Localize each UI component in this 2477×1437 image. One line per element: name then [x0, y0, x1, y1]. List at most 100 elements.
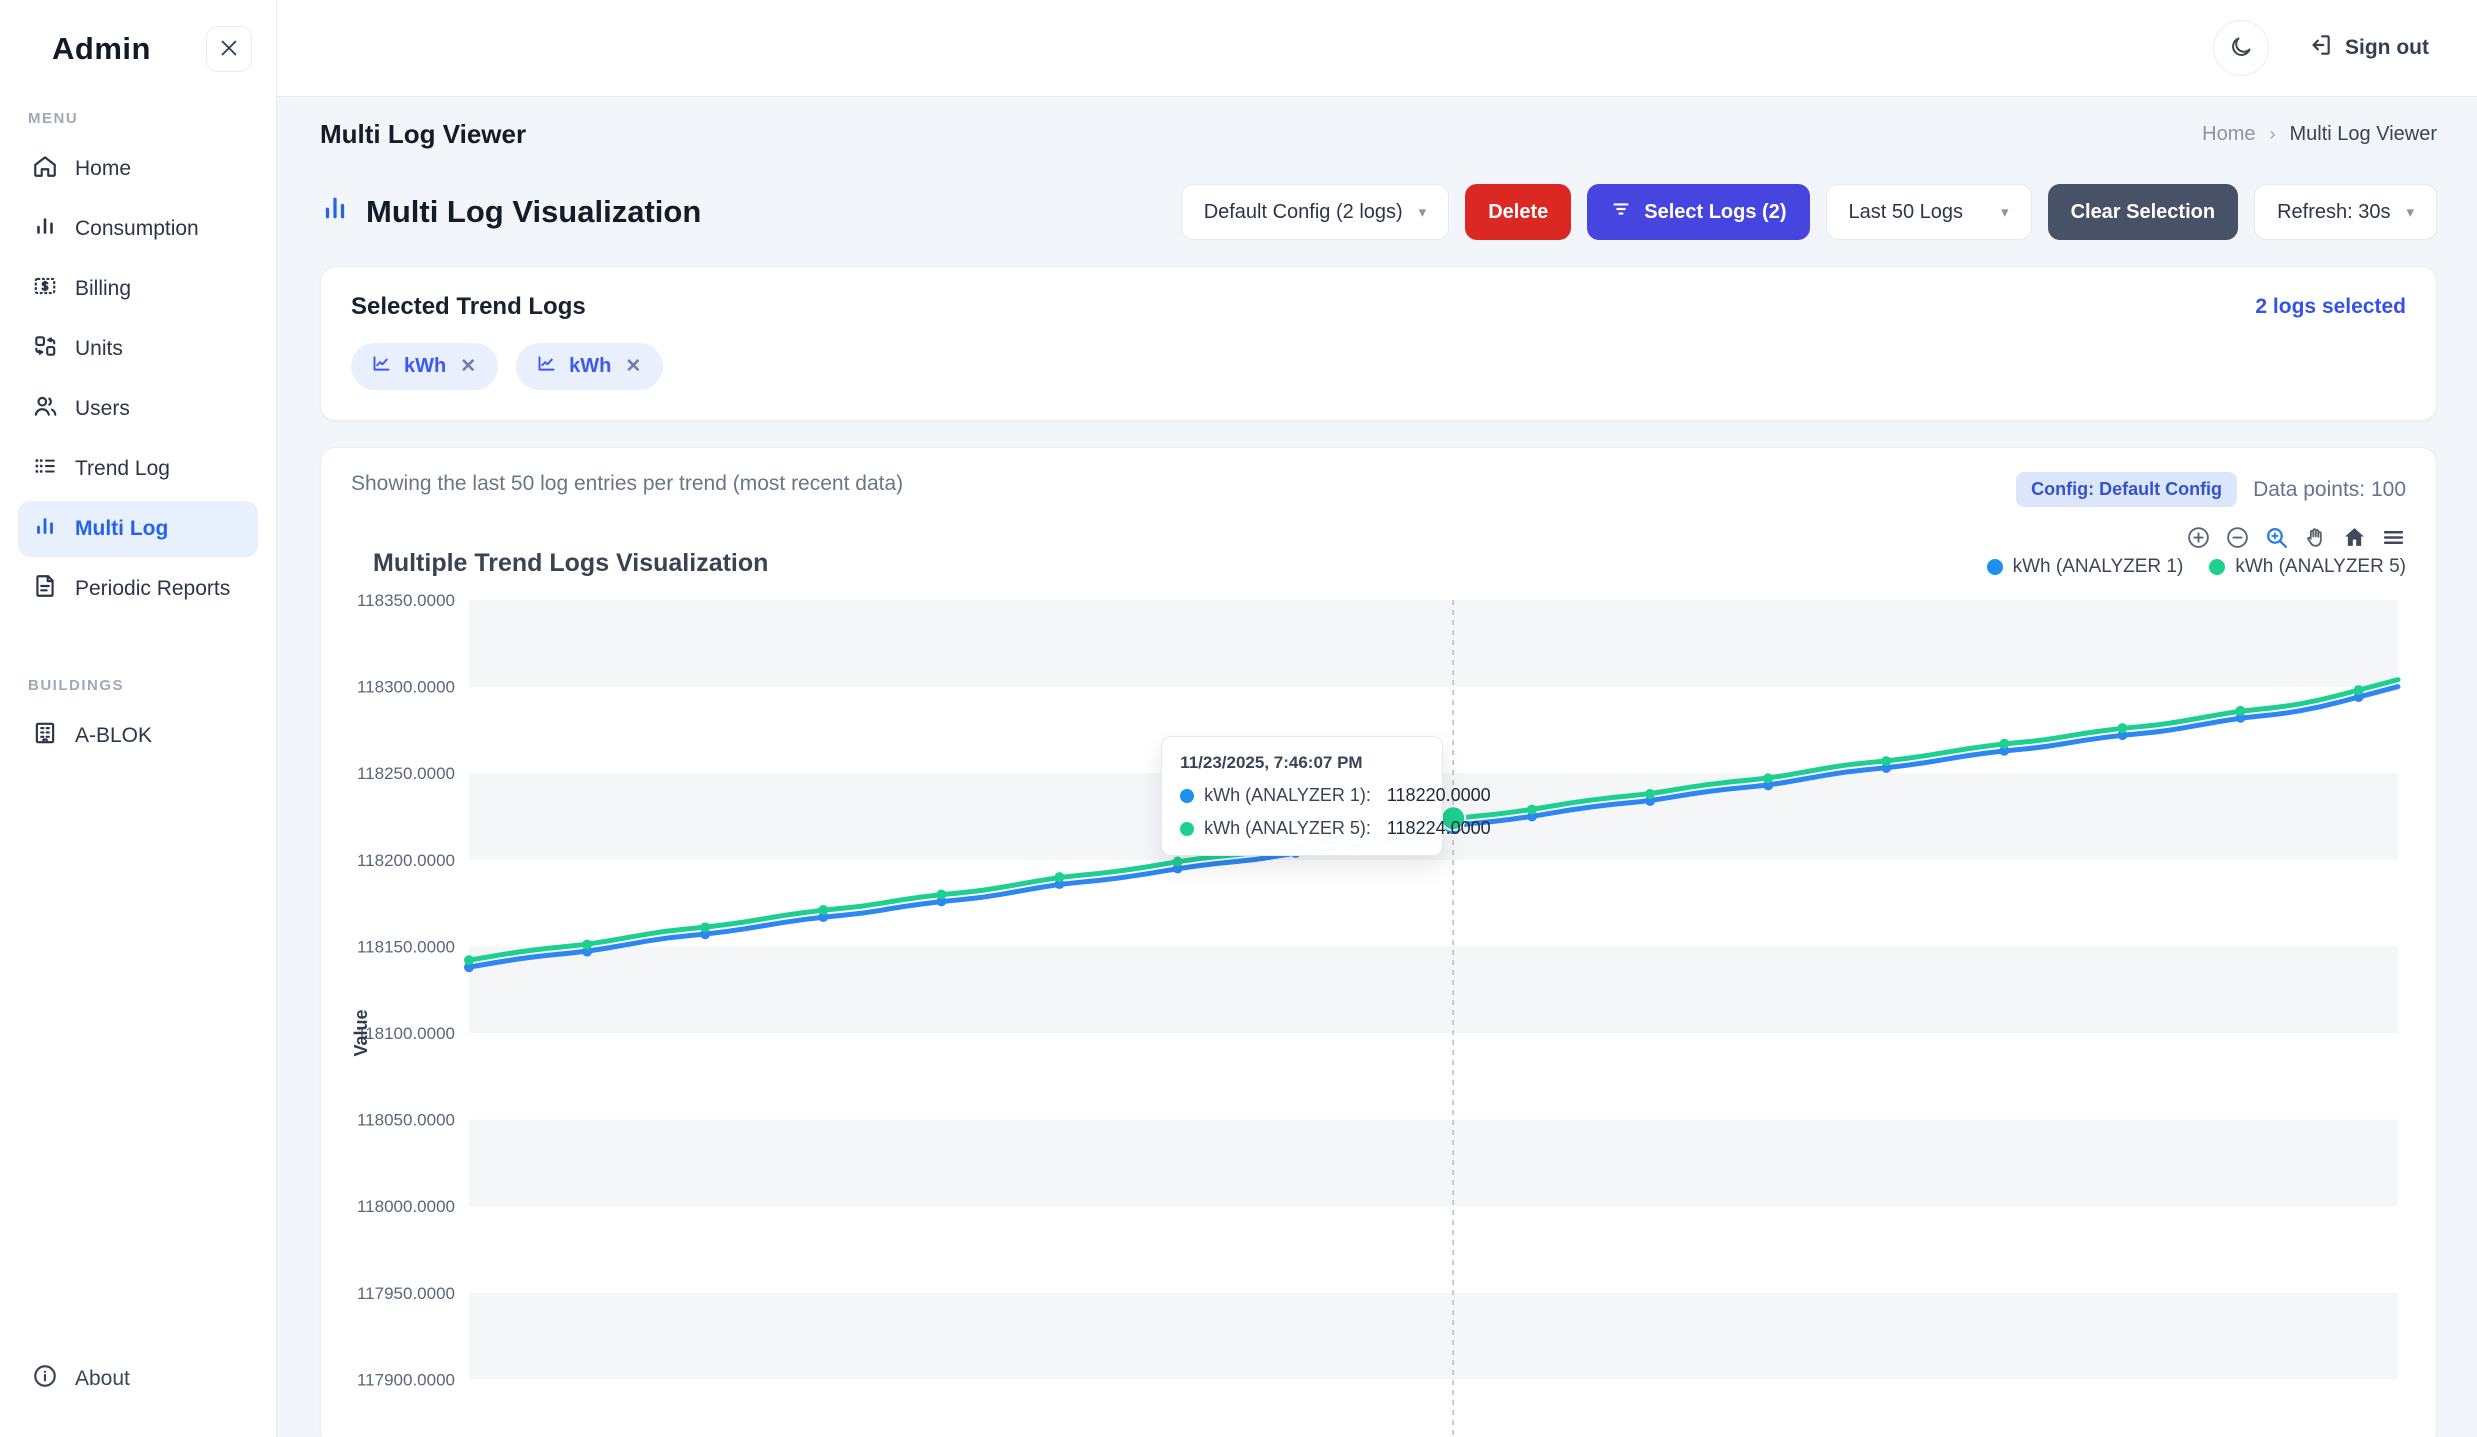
units-icon [32, 333, 58, 365]
clear-selection-button[interactable]: Clear Selection [2047, 184, 2239, 240]
sidebar-close-button[interactable] [206, 26, 252, 72]
svg-text:118350.0000: 118350.0000 [357, 591, 455, 610]
selected-logs-title: Selected Trend Logs [351, 293, 586, 320]
legend-item-analyzer5[interactable]: kWh (ANALYZER 5) [2209, 556, 2406, 578]
home-icon [32, 153, 58, 185]
chart-subtitle: Showing the last 50 log entries per tren… [351, 472, 904, 495]
chevron-down-icon: ▾ [2406, 204, 2414, 221]
sidebar-item-units[interactable]: Units [18, 321, 258, 377]
trend-log-chip[interactable]: kWh ✕ [351, 343, 499, 390]
tooltip-dot-green [1180, 821, 1195, 836]
sidebar-item-a-blok[interactable]: A-BLOK [18, 708, 258, 764]
tooltip-series2-value: 118224.0000 [1386, 818, 1491, 838]
box-zoom-icon[interactable] [2264, 525, 2289, 550]
legend-dot-blue [1986, 559, 2003, 575]
breadcrumb: Home › Multi Log Viewer [2202, 123, 2437, 146]
breadcrumb-home[interactable]: Home [2202, 123, 2256, 145]
svg-text:Value: Value [351, 1009, 371, 1056]
billing-icon [32, 273, 58, 305]
sidebar-item-trend-log[interactable]: Trend Log [18, 441, 258, 497]
tooltip-dot-blue [1180, 788, 1195, 803]
sidebar-item-label: Trend Log [75, 457, 170, 480]
last-logs-label: Last 50 Logs [1848, 200, 1964, 223]
chart-canvas[interactable]: 118350.0000 118300.0000 118250.0000 118200.… [351, 586, 2408, 1437]
sidebar-item-label: Consumption [75, 217, 199, 240]
menu-icon[interactable] [2381, 525, 2406, 550]
moon-icon [2229, 35, 2253, 62]
pan-icon[interactable] [2303, 525, 2328, 550]
breadcrumb-current: Multi Log Viewer [2289, 123, 2437, 145]
section-title-label: Multi Log Visualization [366, 194, 702, 229]
top-header: Sign out [277, 0, 2477, 97]
sidebar-item-about[interactable]: About [18, 1351, 258, 1407]
app-title: Admin [52, 31, 151, 66]
tooltip-series1-value: 118220.0000 [1386, 785, 1491, 805]
sign-out-button[interactable]: Sign out [2307, 32, 2429, 64]
svg-text:117950.0000: 117950.0000 [357, 1284, 455, 1303]
svg-text:118150.0000: 118150.0000 [357, 937, 455, 956]
chip-remove-icon[interactable]: ✕ [625, 356, 642, 377]
reset-home-icon[interactable] [2342, 525, 2367, 550]
bar-chart-icon [32, 213, 58, 245]
sidebar-item-label: Home [75, 157, 132, 180]
sidebar-item-consumption[interactable]: Consumption [18, 201, 258, 257]
line-chart-icon [536, 353, 557, 380]
refresh-label: Refresh: 30s [2277, 200, 2391, 223]
chart-tooltip: 11/23/2025, 7:46:07 PM kWh (ANALYZER 1):… [1161, 736, 1491, 856]
sidebar-item-label: A-BLOK [75, 724, 153, 747]
users-icon [32, 393, 58, 425]
buildings-section-label: BUILDINGS [28, 677, 124, 694]
tooltip-series2-label: kWh (ANALYZER 5): [1204, 818, 1371, 838]
svg-text:118250.0000: 118250.0000 [357, 764, 455, 783]
about-label: About [75, 1367, 130, 1390]
menu-section-label: MENU [28, 110, 79, 127]
svg-text:118100.0000: 118100.0000 [357, 1024, 455, 1043]
page-title: Multi Log Viewer [320, 119, 527, 149]
legend-label: kWh (ANALYZER 1) [2012, 556, 2184, 577]
zoom-in-icon[interactable] [2186, 525, 2211, 550]
signout-icon [2307, 32, 2333, 64]
chart-title: Multiple Trend Logs Visualization [373, 549, 769, 577]
line-chart-icon [371, 353, 392, 380]
logs-selected-count: 2 logs selected [2255, 295, 2406, 318]
tooltip-series1-label: kWh (ANALYZER 1): [1204, 785, 1371, 805]
data-points-label: Data points: 100 [2253, 477, 2406, 501]
config-dropdown-label: Default Config (2 logs) [1203, 200, 1403, 223]
sidebar-item-billing[interactable]: Billing [18, 261, 258, 317]
select-logs-button[interactable]: Select Logs (2) [1587, 184, 1810, 240]
trend-log-icon [32, 453, 58, 485]
report-icon [32, 573, 58, 605]
legend-item-analyzer1[interactable]: kWh (ANALYZER 1) [1986, 556, 2184, 578]
trend-log-chip[interactable]: kWh ✕ [516, 343, 664, 390]
sidebar-item-periodic-reports[interactable]: Periodic Reports [18, 561, 258, 617]
sidebar-item-multi-log[interactable]: Multi Log [18, 501, 258, 557]
chevron-down-icon: ▾ [1418, 204, 1427, 221]
zoom-out-icon[interactable] [2225, 525, 2250, 550]
last-logs-dropdown[interactable]: Last 50 Logs ▾ [1825, 184, 2032, 240]
config-dropdown[interactable]: Default Config (2 logs) ▾ [1180, 184, 1450, 240]
legend-dot-green [2209, 559, 2226, 575]
chart-legend: kWh (ANALYZER 1) kWh (ANALYZER 5) [1986, 556, 2406, 578]
sidebar-item-label: Periodic Reports [75, 577, 231, 600]
delete-button[interactable]: Delete [1465, 184, 1572, 240]
chip-remove-icon[interactable]: ✕ [460, 356, 477, 377]
sidebar-item-home[interactable]: Home [18, 141, 258, 197]
chart-modebar [2186, 525, 2406, 550]
refresh-dropdown[interactable]: Refresh: 30s ▾ [2254, 184, 2437, 240]
svg-text:118050.0000: 118050.0000 [357, 1111, 455, 1130]
sidebar-item-label: Users [75, 397, 130, 420]
page-content: Multi Log Viewer Home › Multi Log Viewer… [277, 97, 2477, 1437]
info-icon [32, 1363, 58, 1395]
legend-label: kWh (ANALYZER 5) [2235, 556, 2406, 577]
sidebar-item-label: Billing [75, 277, 132, 300]
section-title: Multi Log Visualization [320, 193, 701, 231]
dark-mode-toggle[interactable] [2213, 20, 2270, 76]
filter-icon [1610, 198, 1632, 226]
selected-logs-card: Selected Trend Logs 2 logs selected kWh … [320, 266, 2437, 421]
delete-label: Delete [1488, 200, 1549, 223]
building-icon [32, 720, 58, 752]
sidebar-item-users[interactable]: Users [18, 381, 258, 437]
chevron-right-icon: › [2269, 124, 2276, 144]
sidebar: Admin MENU Home Consumption Billing Unit… [0, 0, 277, 1437]
